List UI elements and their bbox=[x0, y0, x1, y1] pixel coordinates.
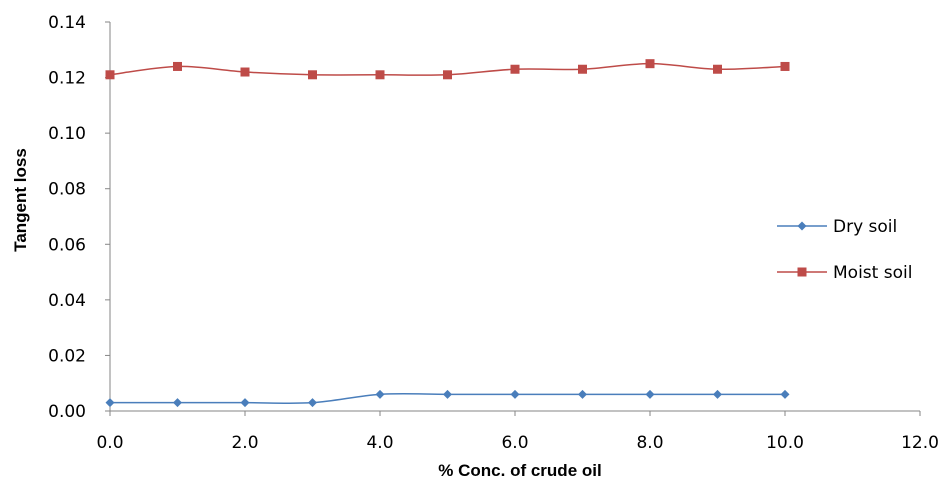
y-tick-label: 0.10 bbox=[48, 124, 86, 144]
dry-soil-point bbox=[713, 389, 722, 399]
moist-soil-point bbox=[308, 70, 317, 80]
y-tick-label: 0.04 bbox=[48, 291, 86, 311]
x-tick-label: 0.0 bbox=[96, 433, 123, 453]
legend-marker-moist-soil bbox=[797, 267, 807, 277]
y-tick-label: 0.08 bbox=[48, 180, 86, 200]
x-tick-label: 10.0 bbox=[766, 433, 804, 453]
x-tick-label: 6.0 bbox=[501, 433, 528, 453]
moist-soil-point bbox=[173, 61, 182, 71]
x-tick-label: 4.0 bbox=[366, 433, 393, 453]
x-axis-title: % Conc. of crude oil bbox=[438, 461, 601, 480]
moist-soil-point bbox=[780, 61, 790, 71]
dry-soil-point bbox=[240, 398, 250, 408]
legend-marker-dry-soil bbox=[797, 221, 807, 231]
dry-soil-point bbox=[645, 389, 655, 399]
x-tick-label: 2.0 bbox=[231, 433, 258, 453]
moist-soil-point bbox=[578, 64, 587, 74]
moist-soil-point bbox=[375, 70, 385, 80]
dry-soil-point bbox=[578, 389, 587, 399]
dry-soil-point bbox=[443, 389, 452, 399]
moist-soil-point bbox=[240, 67, 250, 77]
legend-label-moist-soil: Moist soil bbox=[833, 263, 912, 283]
dry-soil-point bbox=[780, 389, 790, 399]
y-tick-label: 0.06 bbox=[48, 235, 86, 255]
moist-soil-point bbox=[645, 59, 655, 69]
moist-soil-point bbox=[105, 70, 115, 80]
y-axis-ticks: 0.00 0.02 0.04 0.06 0.08 0.10 0.12 0.14 bbox=[48, 13, 110, 422]
dry-soil-point bbox=[308, 398, 317, 408]
y-axis-title: Tangent loss bbox=[11, 148, 30, 252]
dry-soil-point bbox=[105, 398, 115, 408]
dry-soil-point bbox=[510, 389, 520, 399]
moist-soil-point bbox=[713, 64, 722, 74]
series-layer bbox=[105, 59, 790, 408]
y-tick-label: 0.02 bbox=[48, 346, 86, 366]
y-tick-label: 0.00 bbox=[48, 402, 86, 422]
dry-soil-point bbox=[173, 398, 182, 408]
x-tick-label: 8.0 bbox=[636, 433, 663, 453]
x-tick-label: 12.0 bbox=[901, 433, 939, 453]
legend-label-dry-soil: Dry soil bbox=[833, 217, 897, 237]
y-tick-label: 0.14 bbox=[48, 13, 86, 33]
x-axis-ticks: 0.0 2.0 4.0 6.0 8.0 10.0 12.0 bbox=[96, 411, 939, 453]
moist-soil-point bbox=[510, 64, 520, 74]
moist-soil-point bbox=[443, 70, 452, 80]
y-tick-label: 0.12 bbox=[48, 69, 86, 89]
dry-soil-point bbox=[375, 389, 385, 399]
legend: Dry soil Moist soil bbox=[777, 217, 912, 283]
